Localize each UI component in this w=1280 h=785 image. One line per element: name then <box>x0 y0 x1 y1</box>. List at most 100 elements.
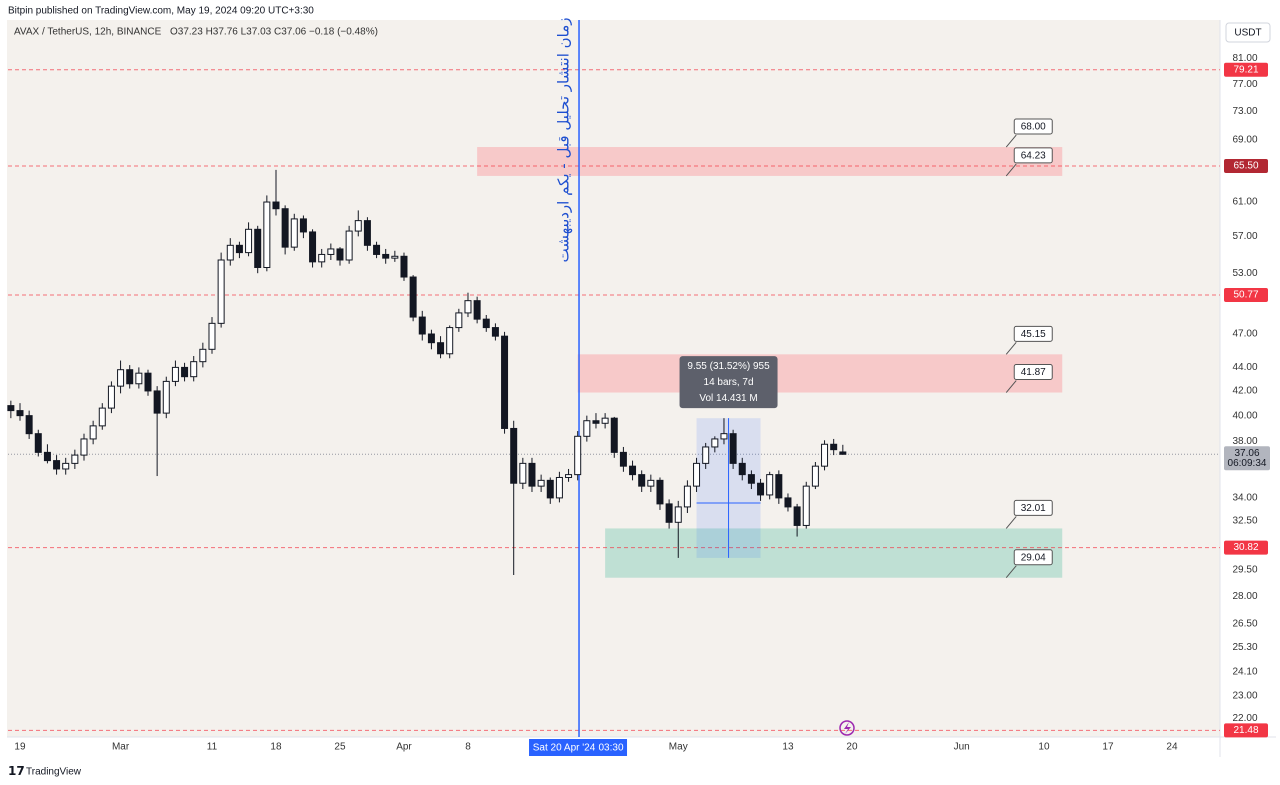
candle-body <box>510 427 518 484</box>
level-label: 50.77 <box>1233 290 1258 301</box>
logo-mark: 𝟭𝟳 <box>8 764 25 778</box>
candle-body <box>290 218 298 248</box>
candle-body <box>565 474 573 478</box>
x-tick-label: Mar <box>112 742 130 753</box>
candle-body <box>427 333 435 344</box>
last-price-label: 37.06 <box>1234 448 1259 459</box>
candle-body <box>546 479 554 499</box>
y-tick-label: 26.50 <box>1232 619 1257 630</box>
callout-pointer <box>1005 516 1017 529</box>
x-tick-label: 19 <box>14 742 26 753</box>
candle-body <box>16 410 24 417</box>
candle-body <box>574 435 582 476</box>
y-tick-label: 73.00 <box>1232 106 1257 117</box>
callout-label: 41.87 <box>1021 367 1046 378</box>
candle-body <box>391 255 399 259</box>
candle-body <box>656 479 664 505</box>
last-price-bg <box>1224 446 1270 471</box>
level-label-bg <box>1224 62 1268 77</box>
candle-body <box>272 201 280 210</box>
crosshair-label-bg <box>529 739 628 756</box>
y-tick-label: 47.00 <box>1232 329 1257 340</box>
currency-box[interactable] <box>1225 22 1271 43</box>
candle-body <box>153 390 161 414</box>
y-tick-label: 22.00 <box>1232 713 1257 724</box>
candle-body <box>610 417 618 453</box>
candle-body <box>25 415 33 435</box>
candle-body <box>821 443 829 467</box>
candle-body <box>784 497 792 508</box>
crosshair-time: 03:30 <box>599 743 624 754</box>
candle-body <box>363 220 371 246</box>
candle-body <box>318 253 326 263</box>
ohlc-legend: O37.23 H37.76 L37.03 C37.06 −0.18 (−0.48… <box>170 27 378 38</box>
candle-body <box>437 342 445 355</box>
y-tick-label: 81.00 <box>1232 53 1257 64</box>
level-label-bg <box>1224 159 1268 174</box>
x-tick-label: 20 <box>846 742 858 753</box>
candle-body <box>583 420 591 437</box>
candle-body <box>793 506 801 526</box>
measure-text: 9.55 (31.52%) 955 <box>687 361 770 372</box>
candle-body <box>190 361 198 378</box>
candle-body <box>775 474 783 499</box>
icon-bolt[interactable] <box>844 722 851 734</box>
candle-body <box>263 201 271 268</box>
icon-circle[interactable] <box>839 720 855 736</box>
x-tick-label: 8 <box>465 742 471 753</box>
callout-box <box>1013 364 1053 381</box>
x-tick-label: 25 <box>334 742 346 753</box>
candle-body <box>7 405 15 412</box>
candle-body <box>345 230 353 261</box>
price-axis-background <box>1220 20 1276 737</box>
candle-body <box>747 474 755 484</box>
callout-box <box>1013 325 1053 342</box>
candle-body <box>80 438 88 456</box>
candle-body <box>162 380 170 414</box>
candle-body <box>555 476 563 499</box>
countdown: 06:09:34 <box>1228 458 1267 469</box>
y-tick-label: 32.50 <box>1232 515 1257 526</box>
y-tick-label: 69.00 <box>1232 134 1257 145</box>
callout-label: 68.00 <box>1021 122 1046 133</box>
candle-body <box>254 228 262 268</box>
y-tick-label: 34.00 <box>1232 493 1257 504</box>
candle-body <box>336 248 344 261</box>
x-tick-label: 17 <box>1102 742 1114 753</box>
candle-body <box>501 335 509 429</box>
candle-body <box>171 366 179 382</box>
level-label: 79.21 <box>1233 64 1258 75</box>
level-label: 21.48 <box>1233 725 1258 736</box>
measure-text: 14 bars, 7d <box>704 377 754 388</box>
y-tick-label: 23.00 <box>1232 690 1257 701</box>
callout-box <box>1013 118 1053 135</box>
candle-body <box>226 244 234 261</box>
candle-body <box>208 322 216 350</box>
x-tick-label: 24 <box>1166 742 1178 753</box>
candle-body <box>53 460 61 470</box>
x-tick-label: Apr <box>396 742 412 753</box>
candle-body <box>71 454 79 464</box>
zone <box>477 147 1063 176</box>
candle-body <box>528 462 536 487</box>
candle-body <box>839 451 847 455</box>
candle-body <box>464 300 472 314</box>
candle-body <box>702 446 710 464</box>
candle-body <box>117 369 125 387</box>
candle-body <box>482 318 490 329</box>
currency[interactable]: USDT <box>1234 28 1261 39</box>
candle-body <box>811 465 819 487</box>
lightning-icon[interactable] <box>839 720 855 736</box>
y-tick-label: 29.50 <box>1232 564 1257 575</box>
candle-body <box>400 255 408 278</box>
measure-tooltip <box>679 356 778 409</box>
level-label-bg <box>1224 723 1268 738</box>
callout-label: 32.01 <box>1021 503 1046 514</box>
candle-body <box>473 300 481 320</box>
candle-body <box>711 438 719 448</box>
candle-body <box>107 385 115 409</box>
candle-body <box>98 407 106 427</box>
candle-body <box>418 316 426 335</box>
